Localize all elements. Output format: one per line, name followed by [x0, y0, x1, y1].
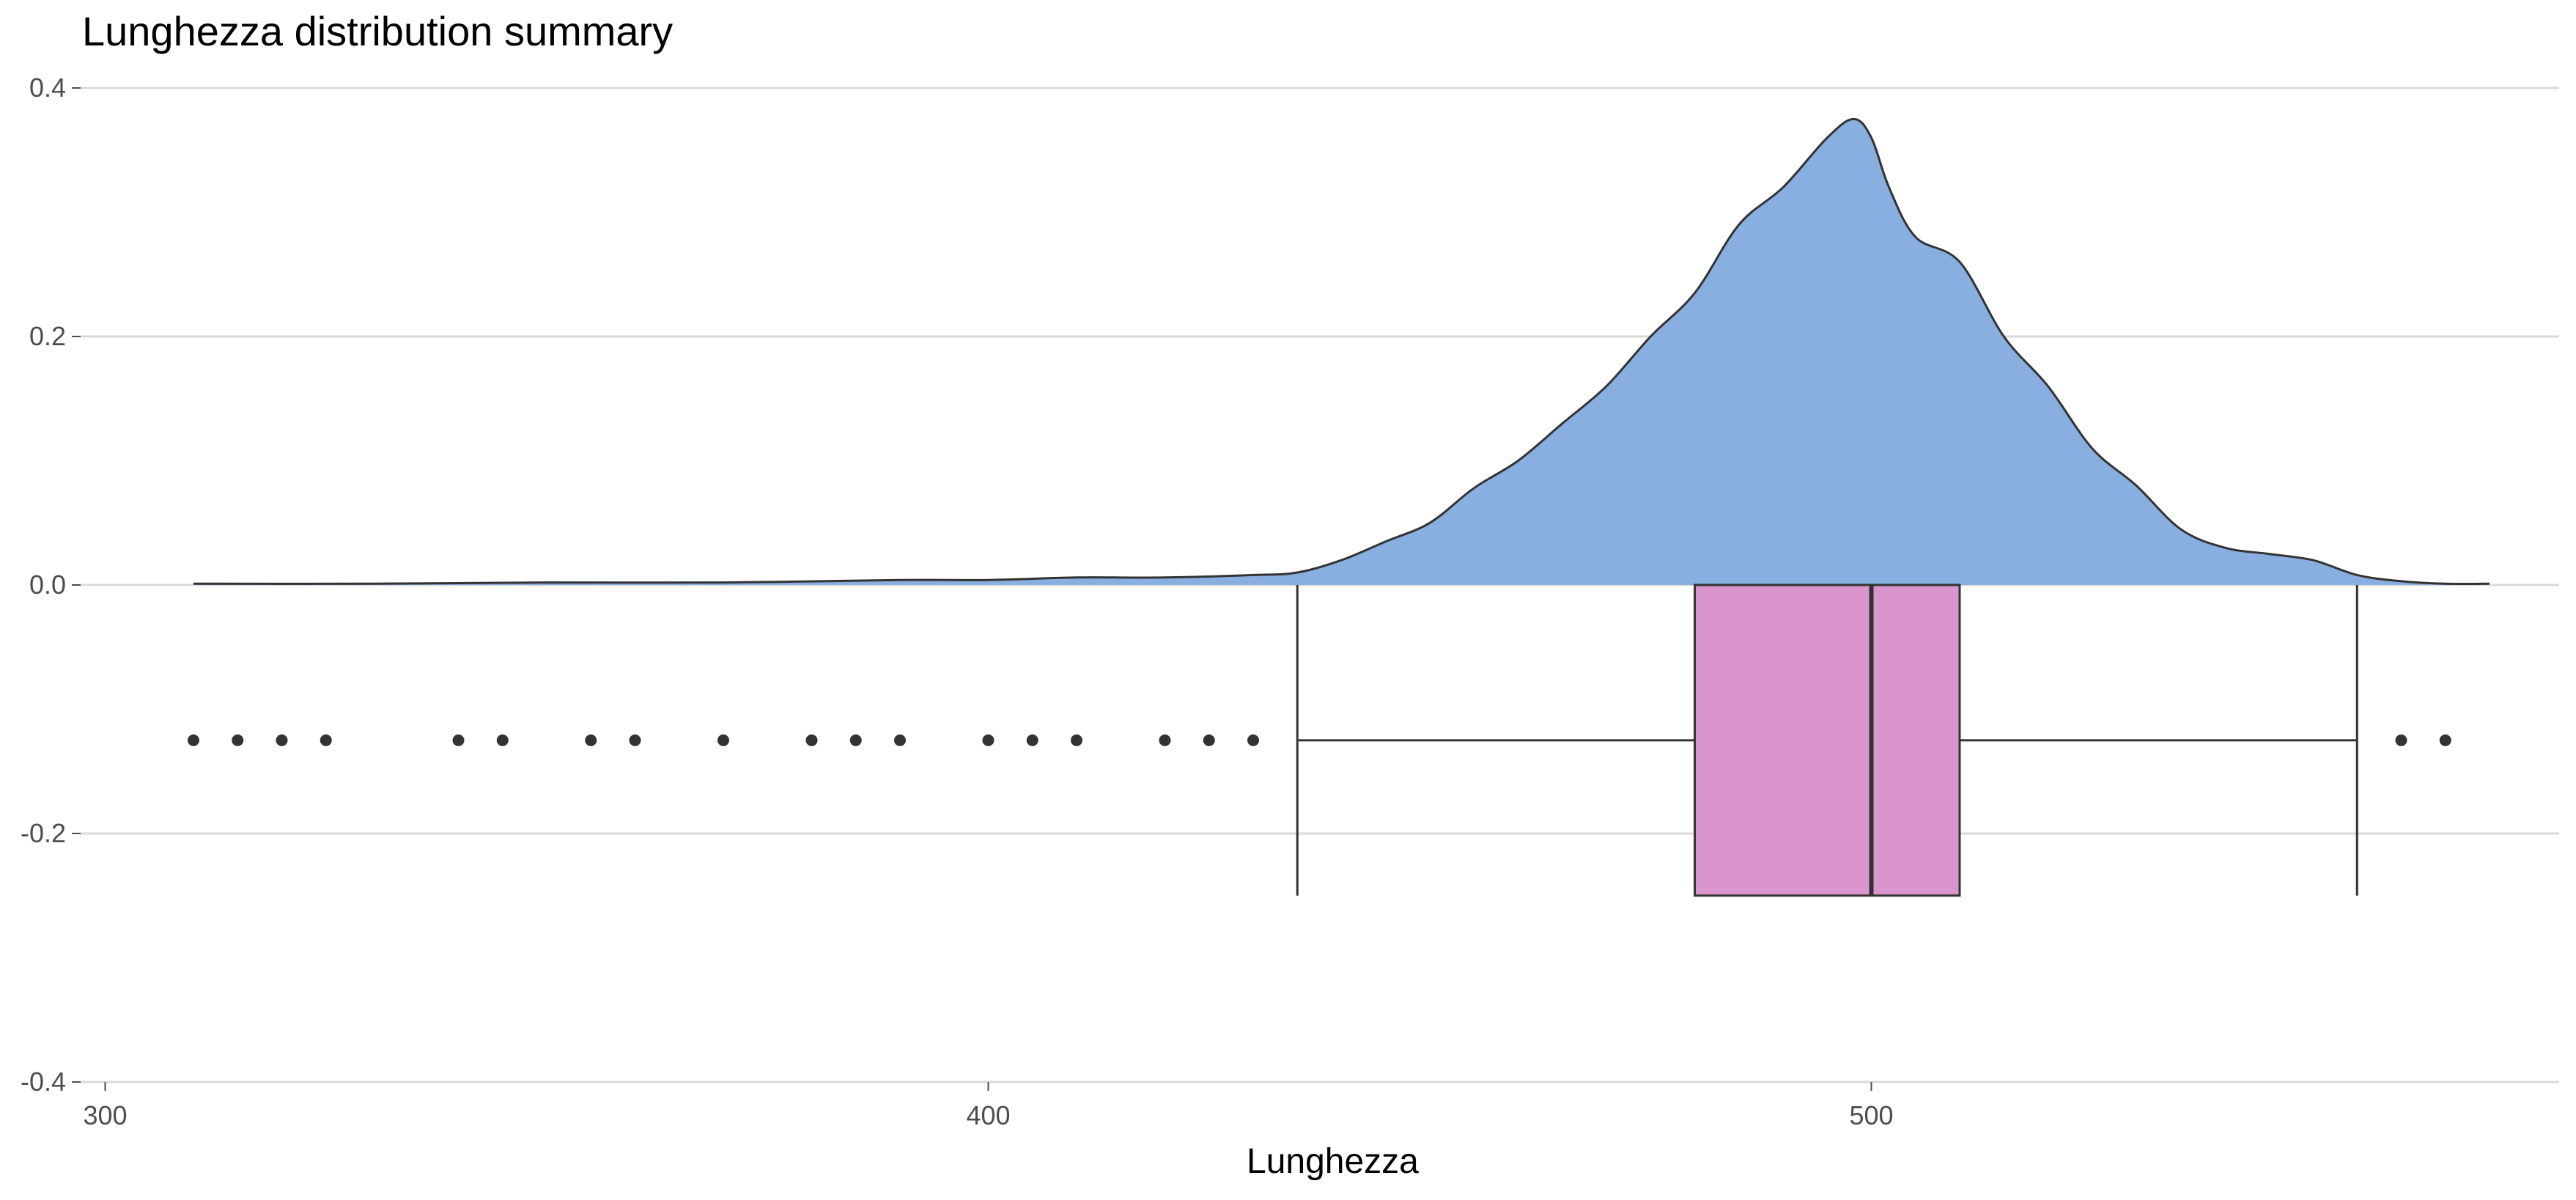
outlier-point — [276, 734, 288, 746]
outlier-point — [1026, 734, 1038, 746]
outlier-point — [982, 734, 994, 746]
outlier-point — [452, 734, 465, 746]
density-curve — [193, 117, 2490, 586]
density-area — [193, 119, 2490, 585]
outlier-point — [232, 734, 244, 746]
outlier-point — [717, 734, 729, 746]
boxplot-layer — [1296, 584, 2358, 897]
outlier-point — [1071, 734, 1082, 746]
outlier-point — [585, 734, 597, 746]
outlier-point — [1159, 734, 1171, 746]
x-tick-label: 400 — [966, 1100, 1010, 1130]
x-tick-label: 300 — [83, 1100, 127, 1130]
y-tick-label: -0.2 — [21, 818, 66, 848]
y-tick-label: 0.4 — [29, 73, 66, 103]
outlier-points-layer — [188, 734, 2451, 746]
outlier-point — [1203, 734, 1215, 746]
y-tick-label: 0.2 — [29, 321, 66, 351]
x-axis-title: Lunghezza — [1247, 1142, 1419, 1181]
y-tick-label: -0.4 — [21, 1067, 66, 1097]
box-iqr — [1694, 584, 1961, 897]
outlier-point — [849, 734, 862, 746]
outlier-point — [2439, 734, 2451, 746]
chart-title: Lunghezza distribution summary — [82, 8, 673, 54]
y-tick-label: 0.0 — [29, 570, 66, 600]
outlier-point — [805, 734, 818, 746]
x-tick-label: 500 — [1849, 1100, 1893, 1130]
outlier-point — [2395, 734, 2407, 746]
outlier-point — [629, 734, 641, 746]
outlier-point — [188, 734, 199, 746]
outlier-point — [320, 734, 332, 746]
density-layer — [193, 117, 2490, 586]
outlier-point — [496, 734, 509, 746]
outlier-point — [1247, 734, 1259, 746]
axis-layer: -0.4 -0.2 0.0 0.2 0.4 300 400 500 Lunghezza — [21, 73, 1894, 1181]
outlier-point — [894, 734, 906, 746]
